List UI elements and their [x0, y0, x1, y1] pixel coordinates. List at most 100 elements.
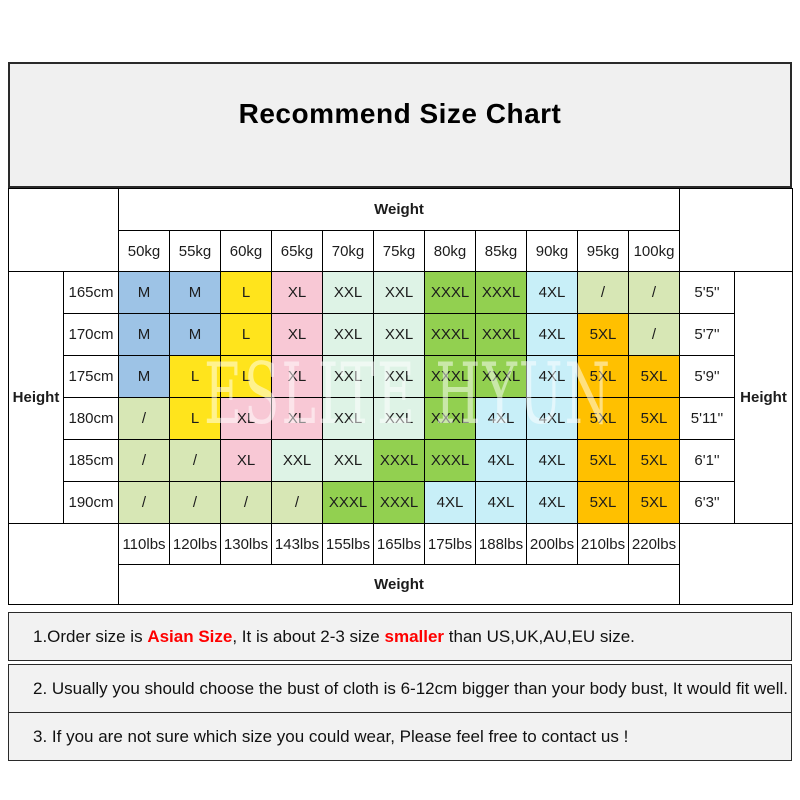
title-box: Recommend Size Chart — [8, 62, 792, 188]
kg-label: 85kg — [475, 230, 527, 272]
size-chart-table: Weight 50kg 55kg 60kg 65kg 70kg 75kg 80k… — [8, 188, 793, 605]
size-cell: M — [169, 271, 221, 314]
size-cell: 4XL — [526, 313, 578, 356]
size-cell: / — [118, 439, 170, 482]
size-cell: 5XL — [628, 481, 680, 524]
height-label-left: Height — [8, 271, 64, 524]
height-cm: 180cm — [63, 397, 119, 440]
size-cell: XXXL — [322, 481, 374, 524]
size-cell: XXXL — [475, 313, 527, 356]
size-cell: 5XL — [577, 439, 629, 482]
highlight-asian-size: Asian Size — [147, 626, 233, 646]
note-text: 2. Usually you should choose the bust of… — [33, 678, 789, 698]
height-imperial: 6'1'' — [679, 439, 735, 482]
size-cell: XXXL — [373, 439, 425, 482]
height-imperial: 5'9'' — [679, 355, 735, 398]
size-cell: 5XL — [577, 313, 629, 356]
size-cell: XXXL — [373, 481, 425, 524]
size-cell: L — [169, 397, 221, 440]
size-cell: 5XL — [628, 439, 680, 482]
corner-top-right — [679, 188, 793, 272]
lbs-label: 188lbs — [475, 523, 527, 565]
size-cell: / — [628, 313, 680, 356]
note-contact-us: 3. If you are not sure which size you co… — [8, 712, 792, 761]
table-row: 185cm / / XL XXL XXL XXXL XXXL 4XL 4XL 5… — [9, 439, 793, 482]
size-cell: XXXL — [475, 355, 527, 398]
kg-label: 90kg — [526, 230, 578, 272]
height-cm: 170cm — [63, 313, 119, 356]
size-cell: XL — [220, 439, 272, 482]
size-cell: XXL — [373, 355, 425, 398]
kg-label: 95kg — [577, 230, 629, 272]
size-cell: XL — [271, 313, 323, 356]
corner-bottom-left — [8, 523, 119, 605]
highlight-smaller: smaller — [384, 626, 445, 646]
size-cell: XXL — [322, 313, 374, 356]
note-bust-fit: 2. Usually you should choose the bust of… — [8, 664, 792, 713]
size-cell: 4XL — [475, 481, 527, 524]
size-cell: XXL — [373, 313, 425, 356]
size-cell: XL — [220, 397, 272, 440]
size-cell: XXXL — [424, 313, 476, 356]
size-cell: 4XL — [475, 439, 527, 482]
size-cell: M — [169, 313, 221, 356]
lbs-label: 210lbs — [577, 523, 629, 565]
lbs-label: 175lbs — [424, 523, 476, 565]
size-cell: M — [118, 313, 170, 356]
kg-label: 65kg — [271, 230, 323, 272]
size-cell: XXXL — [424, 355, 476, 398]
table-row: 175cm M L L XL XXL XXL XXXL XXXL 4XL 5XL… — [9, 355, 793, 398]
size-cell: 5XL — [628, 397, 680, 440]
size-cell: XL — [271, 355, 323, 398]
note-order-size: 1.Order size is Asian Size, It is about … — [8, 612, 792, 661]
size-cell: M — [118, 271, 170, 314]
note-text: 3. If you are not sure which size you co… — [33, 726, 629, 746]
size-cell: XL — [271, 271, 323, 314]
page-title: Recommend Size Chart — [238, 98, 562, 129]
lbs-label: 200lbs — [526, 523, 578, 565]
size-cell: / — [628, 271, 680, 314]
size-cell: 4XL — [526, 397, 578, 440]
kg-label: 100kg — [628, 230, 680, 272]
size-cell: / — [577, 271, 629, 314]
size-cell: XXL — [322, 271, 374, 314]
size-cell: L — [220, 271, 272, 314]
size-cell: 5XL — [577, 397, 629, 440]
height-cm: 175cm — [63, 355, 119, 398]
size-cell: XXL — [322, 397, 374, 440]
height-imperial: 5'7'' — [679, 313, 735, 356]
size-cell: M — [118, 355, 170, 398]
lbs-label: 110lbs — [118, 523, 170, 565]
lbs-label: 220lbs — [628, 523, 680, 565]
table-row: Height 165cm M M L XL XXL XXL XXXL XXXL … — [8, 271, 793, 524]
kg-label: 55kg — [169, 230, 221, 272]
size-cell: 5XL — [628, 355, 680, 398]
kg-label: 50kg — [118, 230, 170, 272]
kg-label: 75kg — [373, 230, 425, 272]
size-cell: XXL — [271, 439, 323, 482]
corner-top-left — [8, 188, 119, 272]
size-cell: 4XL — [475, 397, 527, 440]
kg-label: 60kg — [220, 230, 272, 272]
lbs-label: 143lbs — [271, 523, 323, 565]
size-cell: / — [118, 481, 170, 524]
size-cell: 4XL — [526, 271, 578, 314]
size-cell: 4XL — [526, 355, 578, 398]
size-cell: XXXL — [424, 271, 476, 314]
note-text: 1.Order size is Asian Size, It is about … — [33, 626, 635, 646]
table-row: 170cm M M L XL XXL XXL XXXL XXXL 4XL 5XL… — [9, 313, 793, 356]
size-cell: / — [220, 481, 272, 524]
size-cell: 5XL — [577, 355, 629, 398]
size-cell: / — [271, 481, 323, 524]
lbs-label: 165lbs — [373, 523, 425, 565]
size-cell: XL — [271, 397, 323, 440]
lbs-label: 155lbs — [322, 523, 374, 565]
kg-label: 80kg — [424, 230, 476, 272]
size-cell: L — [220, 313, 272, 356]
size-cell: XXXL — [424, 397, 476, 440]
size-cell: / — [169, 439, 221, 482]
kg-label: 70kg — [322, 230, 374, 272]
height-cm: 190cm — [63, 481, 119, 524]
size-cell: XXL — [373, 397, 425, 440]
